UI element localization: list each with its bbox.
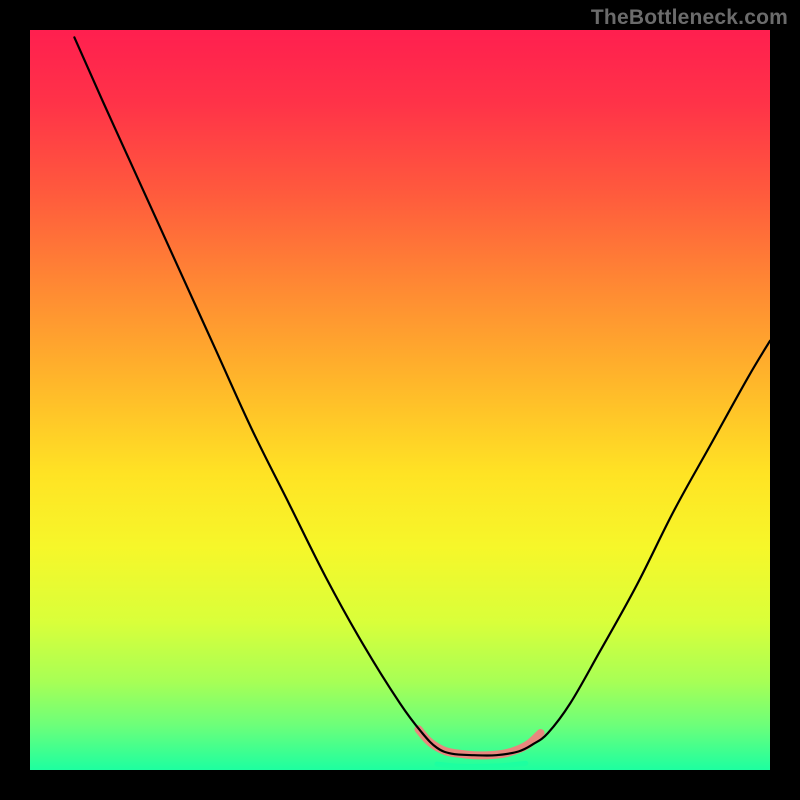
bottleneck-curve-chart bbox=[0, 0, 800, 800]
watermark-text: TheBottleneck.com bbox=[591, 6, 788, 30]
optimal-band-green bbox=[437, 763, 526, 766]
chart-container: TheBottleneck.com bbox=[0, 0, 800, 800]
plot-background bbox=[30, 30, 770, 770]
